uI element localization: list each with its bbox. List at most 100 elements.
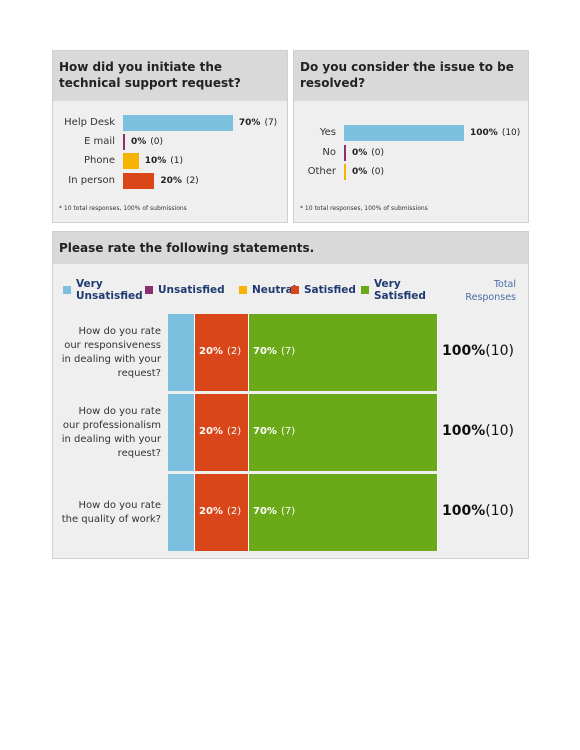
value-count: (0) <box>371 148 385 158</box>
value-label: 10% (1) <box>145 153 183 169</box>
bar-segment: 20% (2) <box>195 394 249 471</box>
total-label: 100%(10) <box>442 503 514 519</box>
value-label: 0% (0) <box>131 134 163 150</box>
legend-swatch <box>291 286 299 294</box>
segment-label: 70% (7) <box>253 346 295 357</box>
value-count: (10) <box>501 128 521 138</box>
bar <box>344 125 464 141</box>
legend-label: Very Unsatisfied <box>76 278 143 302</box>
category-label: No <box>322 147 336 158</box>
segment-count: (7) <box>280 345 296 357</box>
bar-segment: 70% (7) <box>249 314 438 391</box>
value-percent: 20% <box>160 176 182 186</box>
footnote: * 10 total responses, 100% of submission… <box>300 205 428 212</box>
bar-segment <box>168 314 195 391</box>
bar <box>123 173 155 189</box>
bar-segment <box>168 394 195 471</box>
bar <box>123 134 125 150</box>
question-label: How do you rate our responsiveness in de… <box>61 325 161 379</box>
bar <box>344 164 346 180</box>
panel: Do you consider the issue to be resolved… <box>293 50 529 223</box>
legend-label: Satisfied <box>304 284 356 296</box>
legend-item: Satisfied <box>291 284 361 296</box>
panel: How did you initiate the technical suppo… <box>52 50 288 223</box>
segment-count: (7) <box>280 505 296 517</box>
value-count: (2) <box>185 176 199 186</box>
value-label: 0% (0) <box>352 164 384 180</box>
bar-segment: 70% (7) <box>249 394 438 471</box>
legend-swatch <box>239 286 247 294</box>
bar-segment: 70% (7) <box>249 474 438 551</box>
value-percent: 0% <box>352 148 368 158</box>
category-label: In person <box>68 175 115 186</box>
segment-percent: 70% <box>253 345 277 357</box>
legend-item: Unsatisfied <box>145 284 239 296</box>
footnote: * 10 total responses, 100% of submission… <box>59 205 187 212</box>
value-percent: 70% <box>238 118 261 128</box>
value-percent: 10% <box>144 156 167 166</box>
legend-item: Neutral <box>239 284 296 296</box>
total-percent: 100% <box>442 342 486 359</box>
legend-item: Very Satisfied <box>361 278 437 302</box>
segment-label: 70% (7) <box>253 426 295 437</box>
value-percent: 0% <box>131 137 147 147</box>
category-label: Yes <box>319 127 336 138</box>
value-count: (7) <box>264 118 278 128</box>
legend-label: Very Satisfied <box>374 278 426 302</box>
segment-count: (2) <box>226 505 242 517</box>
segment-label: 20% (2) <box>199 346 241 357</box>
panel-title: Do you consider the issue to be resolved… <box>294 51 528 101</box>
segment-label: 20% (2) <box>199 506 241 517</box>
total-count: (10) <box>485 422 515 439</box>
total-label: 100%(10) <box>442 343 514 359</box>
legend-label: Unsatisfied <box>158 284 225 296</box>
category-label: Other <box>307 166 336 177</box>
segment-percent: 20% <box>199 425 223 437</box>
segment-percent: 70% <box>253 505 277 517</box>
panel-title: How did you initiate the technical suppo… <box>53 51 287 101</box>
panel-title: Please rate the following statements. <box>53 232 528 264</box>
segment-count: (7) <box>280 425 296 437</box>
value-percent: 100% <box>470 128 498 138</box>
legend-swatch <box>63 286 71 294</box>
total-label: 100%(10) <box>442 423 514 439</box>
bar-segment: 20% (2) <box>195 474 249 551</box>
category-label: Help Desk <box>64 117 115 128</box>
segment-percent: 20% <box>199 345 223 357</box>
segment-percent: 20% <box>199 505 223 517</box>
question-label: How do you rate the quality of work? <box>61 499 161 525</box>
total-header: Total Responses <box>465 279 516 303</box>
value-label: 0% (0) <box>352 145 384 161</box>
segment-label: 20% (2) <box>199 426 241 437</box>
segment-percent: 70% <box>253 425 277 437</box>
value-count: (0) <box>150 137 164 147</box>
value-label: 70% (7) <box>239 115 277 131</box>
value-count: (0) <box>371 167 385 177</box>
segment-count: (2) <box>226 345 242 357</box>
value-count: (1) <box>170 156 183 166</box>
value-label: 20% (2) <box>160 173 198 189</box>
legend-label: Neutral <box>252 284 297 296</box>
bar-segment <box>168 474 195 551</box>
segment-label: 70% (7) <box>253 506 295 517</box>
bar <box>344 145 346 161</box>
bar <box>123 153 139 169</box>
question-label: How do you rate our professionalism in d… <box>61 405 161 459</box>
legend-swatch <box>145 286 153 294</box>
legend-swatch <box>361 286 369 294</box>
value-percent: 0% <box>352 167 368 177</box>
legend: Very Unsatisfied Unsatisfied Neutral Satisf… <box>63 278 437 302</box>
total-percent: 100% <box>442 502 486 519</box>
value-label: 100% (10) <box>470 125 520 141</box>
bar <box>123 115 233 131</box>
legend-item: Very Unsatisfied <box>63 278 145 302</box>
segment-count: (2) <box>226 425 242 437</box>
total-count: (10) <box>485 502 515 519</box>
total-count: (10) <box>485 342 515 359</box>
category-label: E mail <box>84 136 115 147</box>
panel: Please rate the following statements. Ve… <box>52 231 529 559</box>
total-percent: 100% <box>442 422 486 439</box>
category-label: Phone <box>84 155 115 166</box>
bar-segment: 20% (2) <box>195 314 249 391</box>
